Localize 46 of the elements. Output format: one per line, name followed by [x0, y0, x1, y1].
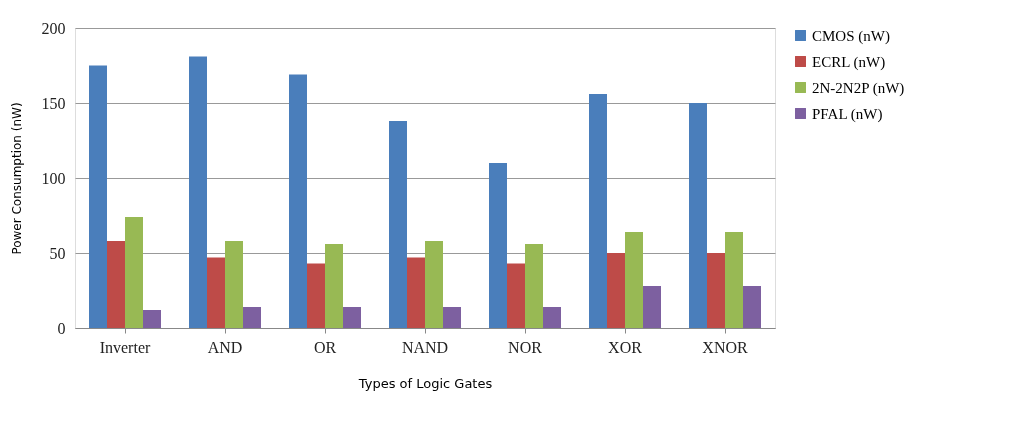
y-tick-label: 150 — [41, 94, 66, 112]
bar — [343, 307, 361, 328]
x-tick-label: NOR — [508, 338, 543, 356]
bar — [589, 94, 607, 328]
bar — [389, 121, 407, 328]
y-axis-title: Power Consumption (nW) — [9, 102, 24, 255]
bar — [489, 163, 507, 328]
legend-label: PFAL (nW) — [812, 105, 883, 123]
bar — [307, 263, 325, 328]
x-axis-title: Types of Logic Gates — [357, 375, 493, 391]
bar — [443, 307, 461, 328]
bar — [425, 241, 443, 328]
bar — [507, 263, 525, 328]
x-tick-label: OR — [313, 338, 337, 356]
bar — [107, 241, 125, 328]
bar — [407, 257, 425, 328]
y-tick-label: 100 — [41, 169, 66, 187]
y-tick-label: 50 — [49, 244, 66, 262]
bar — [625, 232, 643, 328]
x-tick-label: XOR — [608, 338, 643, 356]
bar — [525, 244, 543, 328]
bar — [689, 103, 707, 328]
bar — [643, 286, 661, 328]
y-tick-label: 0 — [57, 319, 66, 337]
bar — [225, 241, 243, 328]
bar — [543, 307, 561, 328]
legend-label: CMOS (nW) — [812, 27, 890, 45]
bar — [289, 74, 307, 328]
y-tick-label: 200 — [41, 19, 66, 37]
legend-label: ECRL (nW) — [812, 53, 886, 71]
bar — [207, 257, 225, 328]
bar — [243, 307, 261, 328]
bar — [607, 253, 625, 328]
bar — [125, 217, 143, 328]
x-tick-label: Inverter — [99, 338, 151, 356]
bar — [725, 232, 743, 328]
x-tick-label: XNOR — [702, 338, 748, 356]
x-tick-label: NAND — [401, 338, 449, 356]
bar — [89, 65, 107, 328]
bar — [743, 286, 761, 328]
bar — [189, 56, 207, 328]
x-tick-label: AND — [207, 338, 243, 356]
bar — [325, 244, 343, 328]
legend-label: 2N-2N2P (nW) — [812, 79, 905, 97]
bar — [707, 253, 725, 328]
bar — [143, 310, 161, 328]
